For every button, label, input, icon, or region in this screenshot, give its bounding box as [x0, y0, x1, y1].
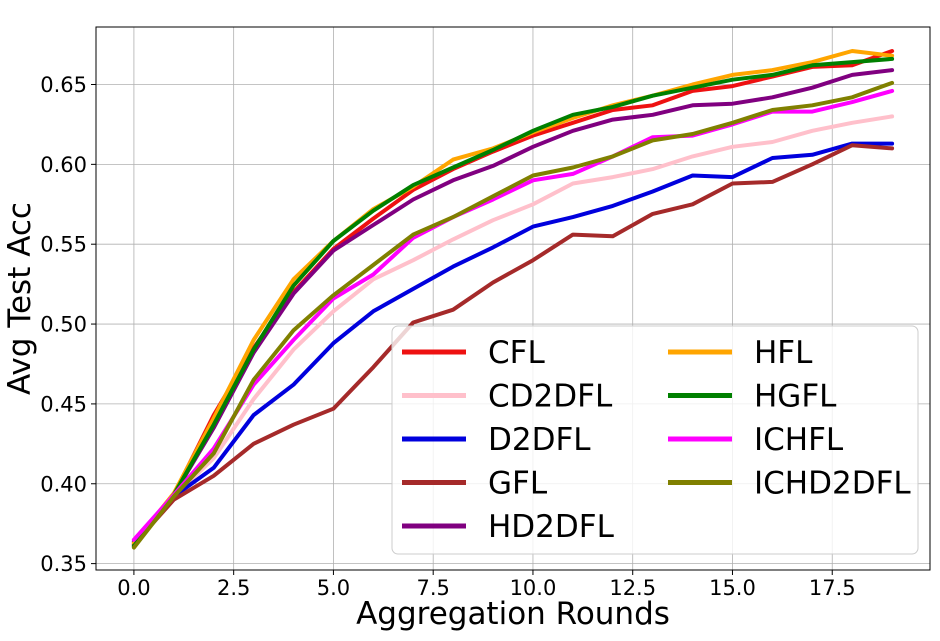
- x-tick-label: 15.0: [709, 576, 756, 600]
- series-line-hd2dfl: [131, 68, 895, 548]
- x-axis-label: Aggregation Rounds: [356, 596, 670, 632]
- legend-label-cfl: CFL: [488, 335, 545, 371]
- legend-label-ichd2dfl: ICHD2DFL: [754, 466, 911, 502]
- x-tick-label: 10.0: [510, 576, 557, 600]
- x-tick-label: 12.5: [609, 576, 656, 600]
- legend-label-hd2dfl: HD2DFL: [488, 509, 615, 545]
- legend-label-cd2dfl: CD2DFL: [488, 379, 613, 415]
- plot-frame: [95, 26, 931, 571]
- series-line-gfl: [131, 143, 895, 547]
- y-tick-label: 0.50: [40, 313, 87, 337]
- series-line-cd2dfl: [131, 114, 895, 547]
- y-tick-label: 0.35: [40, 552, 87, 576]
- legend-label-ichfl: ICHFL: [754, 422, 844, 458]
- y-tick-label: 0.65: [40, 73, 87, 97]
- axis-ticks: 0.0 2.5 5.0 7.5 10.0 12.5 15.0 17.5 0.35 0.40 0.45…: [40, 73, 855, 600]
- legend: CFL CD2DFL D2DFL GFL HD2DFL HFL HGFL ICHFL ICHD2…: [391, 325, 919, 555]
- series-line-hgfl: [131, 56, 895, 548]
- y-tick-label: 0.60: [40, 153, 87, 177]
- x-tick-label: 7.5: [416, 576, 449, 600]
- y-tick-label: 0.55: [40, 233, 87, 257]
- legend-label-hfl: HFL: [754, 335, 813, 371]
- y-tick-label: 0.40: [40, 472, 87, 496]
- x-tick-label: 5.0: [317, 576, 350, 600]
- x-tick-label: 2.5: [217, 576, 250, 600]
- legend-label-hgfl: HGFL: [754, 379, 837, 415]
- x-tick-label: 17.5: [809, 576, 856, 600]
- legend-box: [391, 325, 919, 555]
- legend-label-d2dfl: D2DFL: [488, 422, 591, 458]
- y-tick-label: 0.45: [40, 392, 87, 416]
- y-axis-label: Avg Test Acc: [2, 202, 38, 395]
- series-line-d2dfl: [131, 141, 895, 544]
- x-tick-label: 0.0: [117, 576, 150, 600]
- legend-label-gfl: GFL: [488, 466, 548, 502]
- series-line-ichd2dfl: [131, 80, 895, 550]
- series-lines: [131, 49, 895, 550]
